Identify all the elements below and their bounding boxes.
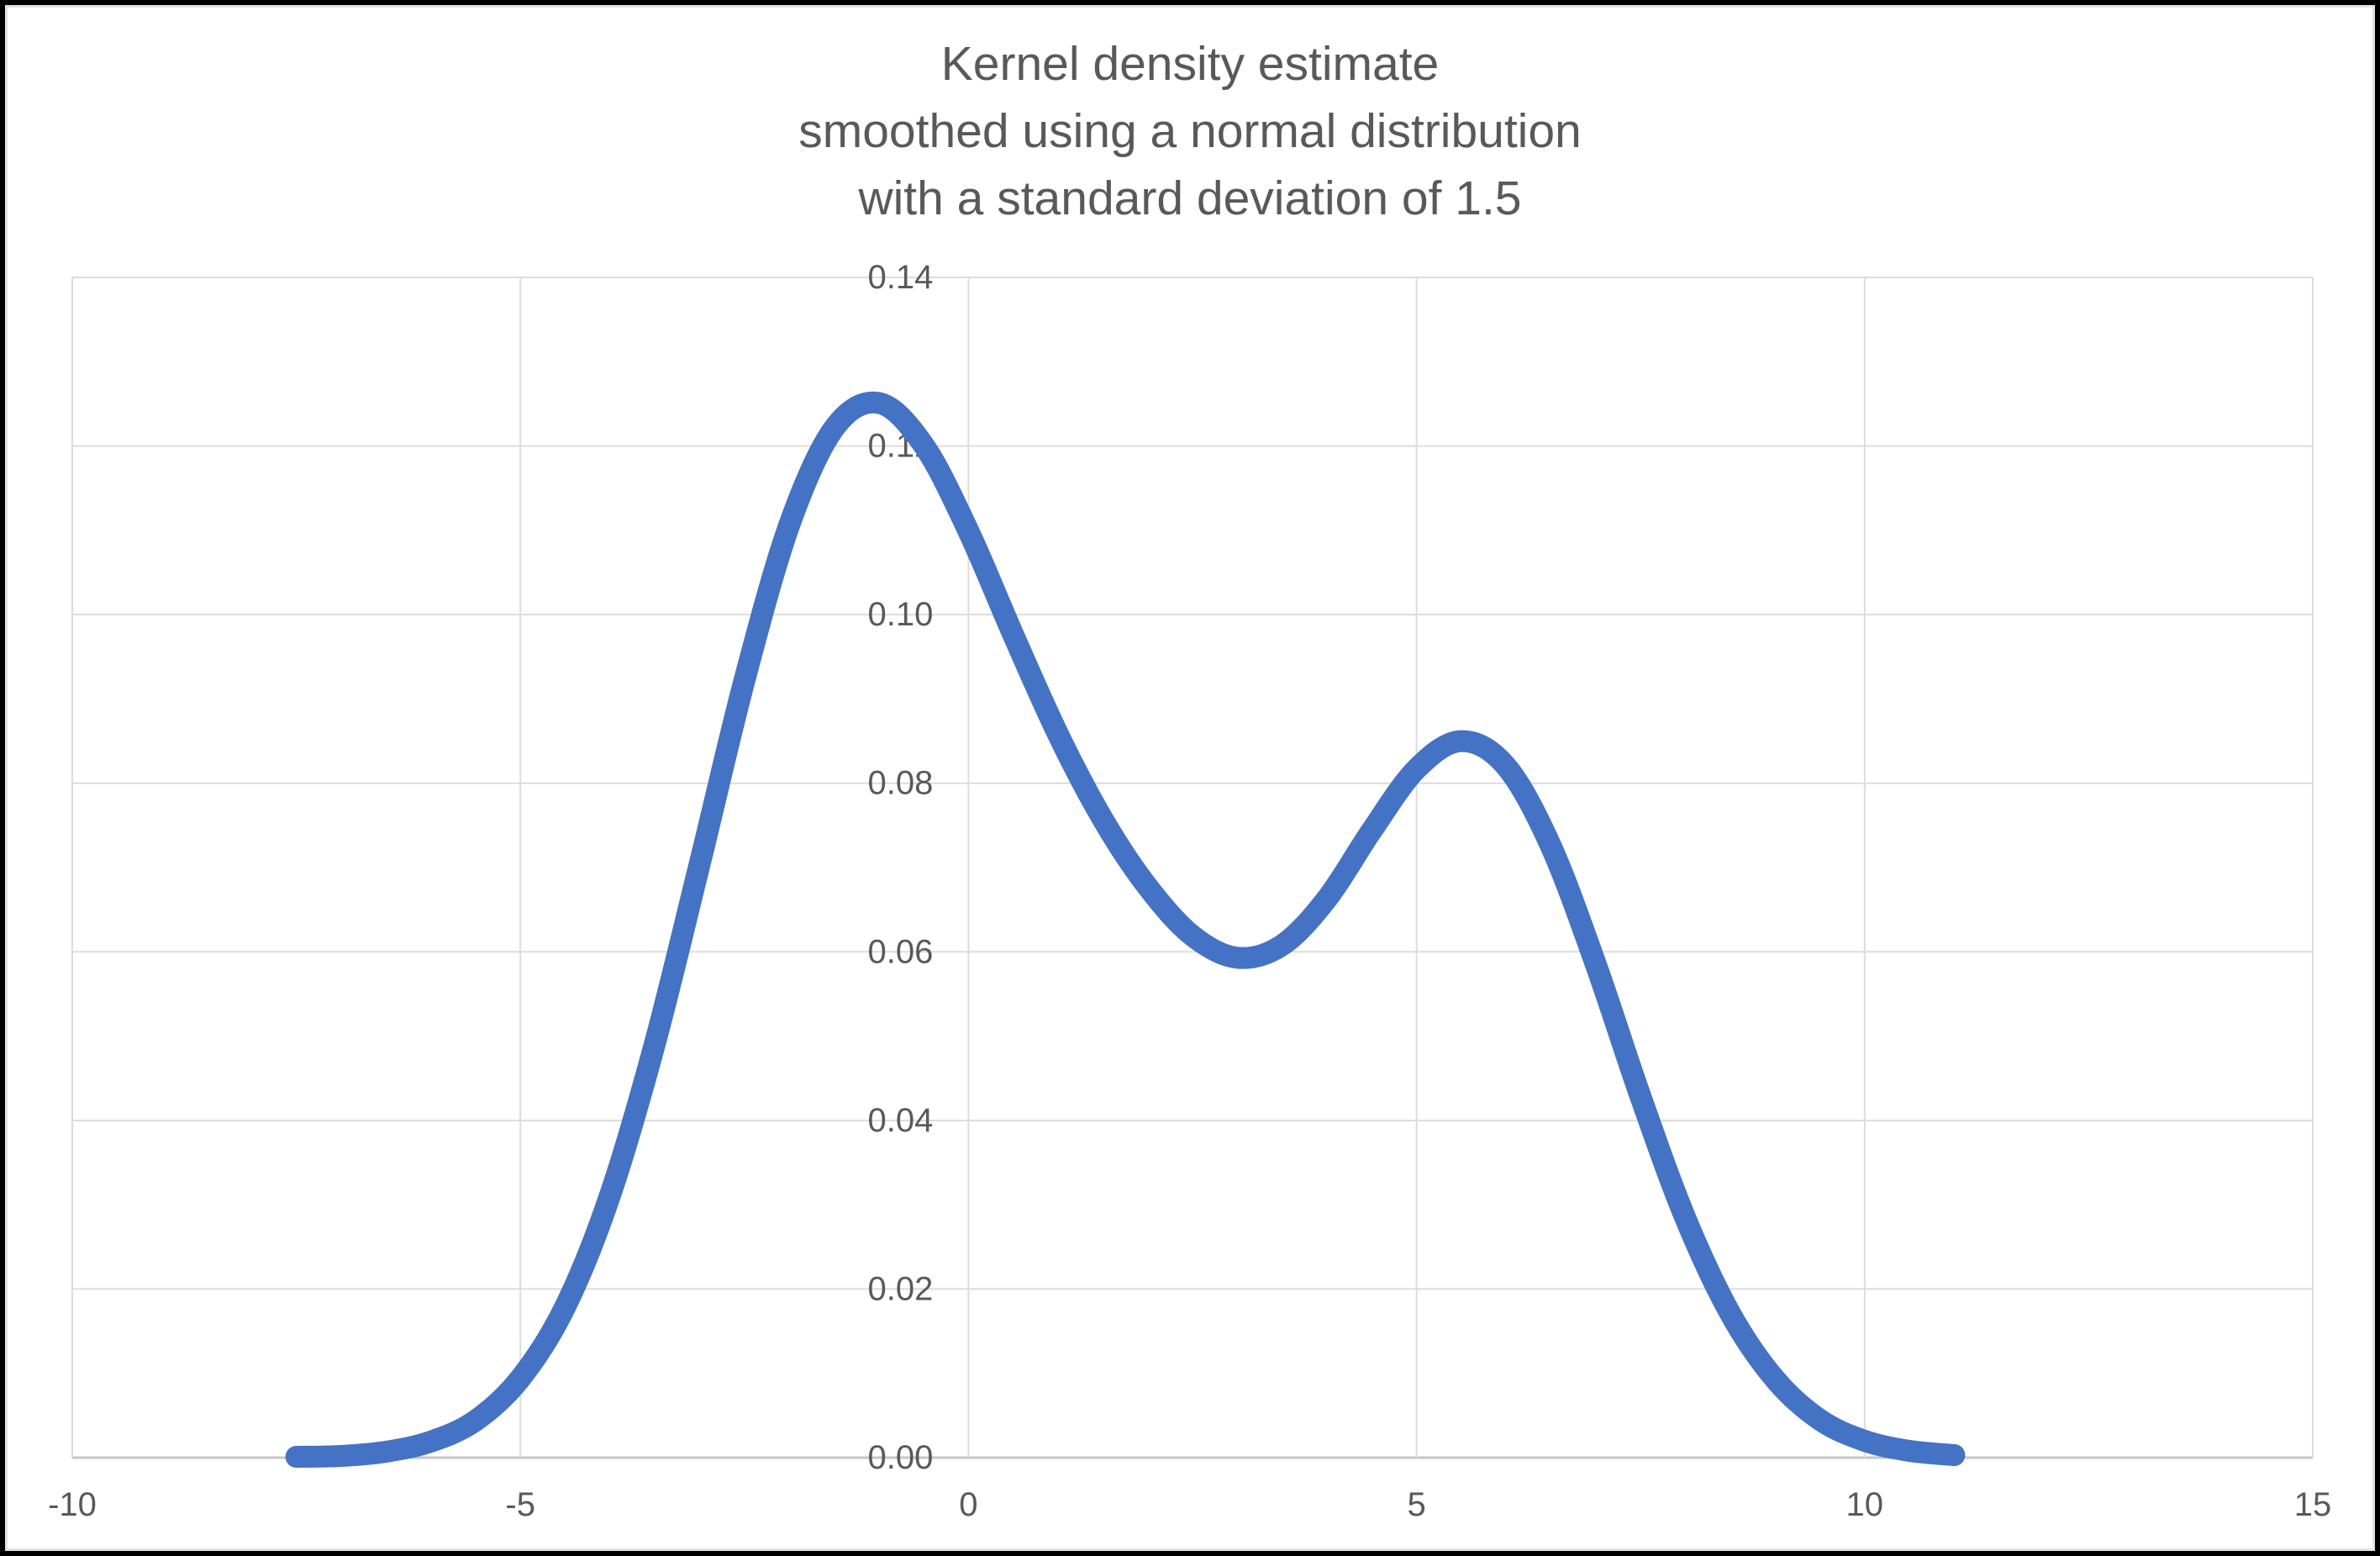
chart-title-line-2: smoothed using a normal distribution — [798, 104, 1582, 158]
chart-title-line-1: Kernel density estimate — [940, 37, 1440, 91]
y-tick-label: 0.04 — [868, 1102, 934, 1139]
chart-title-line-3: with a standard deviation of 1.5 — [858, 171, 1522, 225]
chart-title: Kernel density estimate smoothed using a… — [0, 30, 2380, 232]
x-tick-label: -5 — [505, 1486, 535, 1523]
x-tick-label: 5 — [1407, 1486, 1425, 1523]
y-tick-label: 0.00 — [868, 1439, 934, 1476]
x-tick-label: 0 — [959, 1486, 977, 1523]
x-tick-label: 15 — [2294, 1486, 2332, 1523]
y-tick-label: 0.02 — [868, 1270, 934, 1307]
y-tick-label: 0.10 — [868, 596, 934, 633]
x-tick-label: 10 — [1846, 1486, 1884, 1523]
y-tick-label: 0.06 — [868, 933, 934, 970]
kde-curve — [285, 391, 1966, 1468]
x-tick-label: -10 — [48, 1486, 97, 1523]
y-tick-label: 0.08 — [868, 765, 934, 802]
y-tick-label: 0.14 — [868, 259, 934, 296]
